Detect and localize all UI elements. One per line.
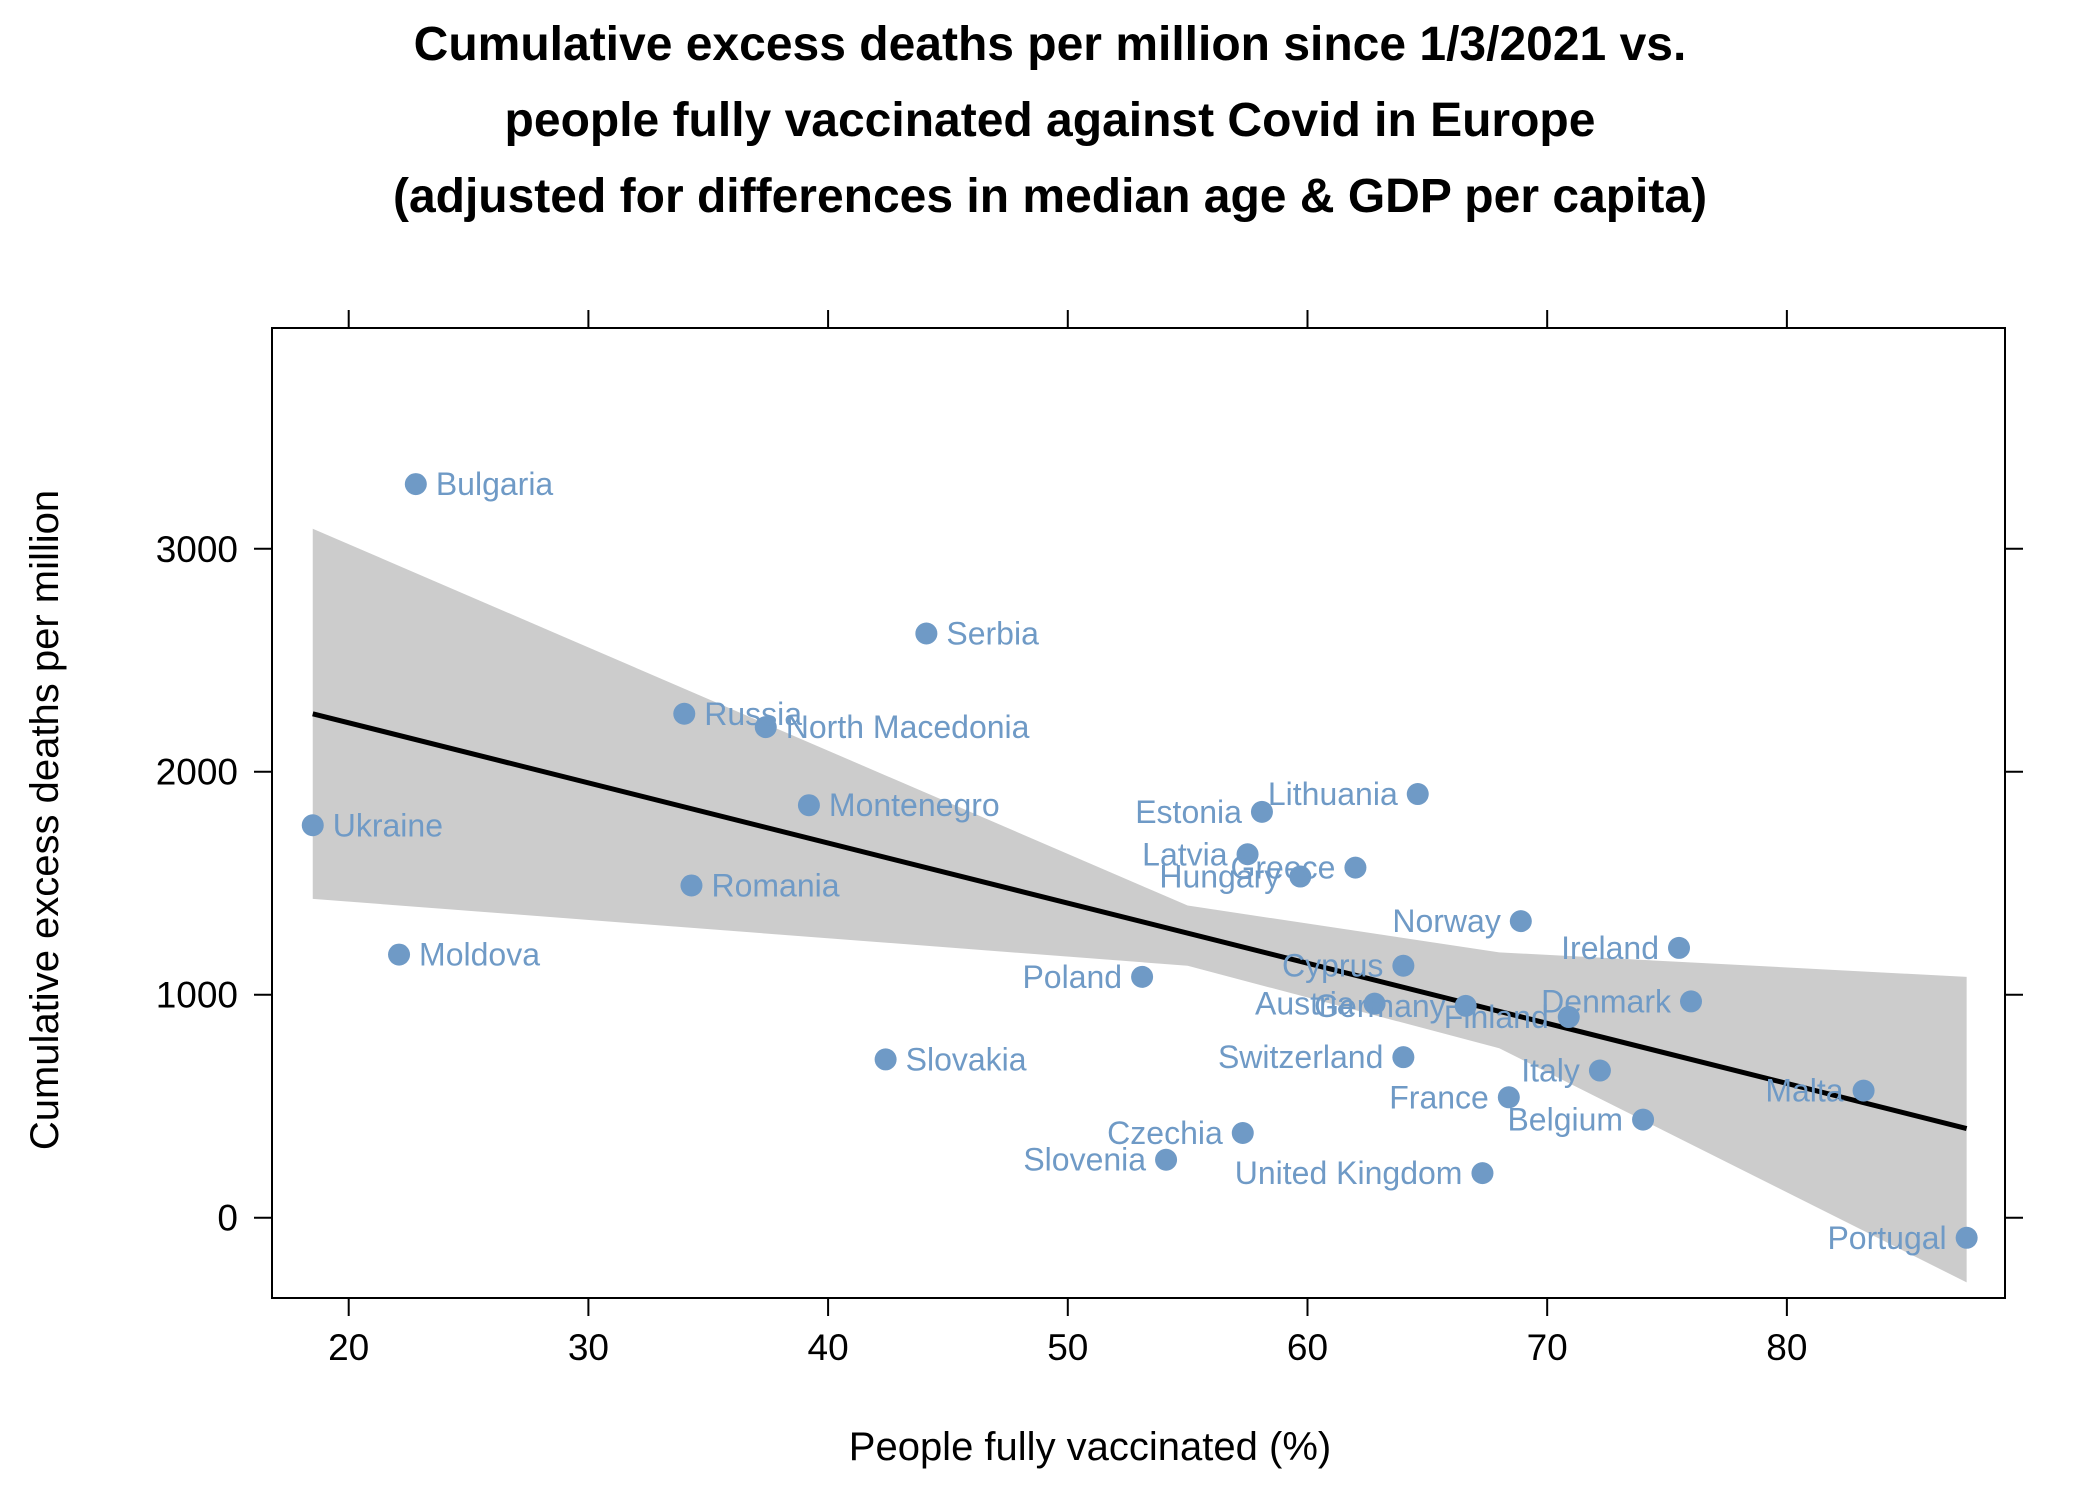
y-tick-label: 1000 — [156, 975, 238, 1016]
confidence-band — [312, 528, 1967, 1283]
point-label: Ireland — [1561, 930, 1659, 966]
data-point — [1588, 1059, 1611, 1082]
x-tick-label: 20 — [328, 1327, 369, 1368]
data-point — [1250, 800, 1273, 823]
data-point — [1392, 954, 1415, 977]
point-label: Poland — [1022, 959, 1122, 995]
point-label: Cyprus — [1282, 948, 1383, 984]
regression-line — [312, 711, 1968, 1131]
point-label: Ukraine — [333, 807, 443, 843]
x-tick-label: 40 — [808, 1327, 849, 1368]
point-label: Norway — [1392, 903, 1500, 939]
data-point — [1392, 1046, 1415, 1069]
point-label: Slovakia — [906, 1041, 1027, 1077]
y-tick-label: 0 — [217, 1198, 238, 1239]
data-point — [1155, 1148, 1178, 1171]
point-label: United Kingdom — [1235, 1155, 1463, 1191]
point-label: Latvia — [1142, 836, 1228, 872]
data-point — [1131, 965, 1154, 988]
point-label: Finland — [1444, 999, 1549, 1035]
point-label: Belgium — [1507, 1102, 1623, 1138]
x-tick-label: 80 — [1766, 1327, 1807, 1368]
point-label: Slovenia — [1023, 1142, 1146, 1178]
data-point — [1679, 990, 1702, 1013]
y-axis-label: Cumulative excess deaths per million — [23, 490, 67, 1150]
trend-line — [312, 711, 1968, 1131]
point-label: Denmark — [1541, 983, 1672, 1019]
data-point — [1363, 992, 1386, 1015]
data-point — [1406, 783, 1429, 806]
data-point — [1852, 1079, 1875, 1102]
plot-frame — [271, 327, 2006, 1299]
data-point — [1557, 1006, 1580, 1029]
data-point — [1955, 1226, 1978, 1249]
data-point — [1289, 865, 1312, 888]
chart-title-line-2: people fully vaccinated against Covid in… — [505, 94, 1596, 147]
data-point — [680, 874, 703, 897]
confidence-band-area — [312, 528, 1967, 1283]
point-label: Germany — [1314, 988, 1446, 1024]
x-tick-label: 70 — [1527, 1327, 1568, 1368]
x-tick-label: 50 — [1047, 1327, 1088, 1368]
point-label: Montenegro — [829, 787, 1000, 823]
point-label: Portugal — [1827, 1220, 1946, 1256]
data-point — [1668, 936, 1691, 959]
point-label: Austria — [1255, 986, 1355, 1022]
data-points — [301, 473, 1978, 1249]
point-label: France — [1389, 1079, 1489, 1115]
data-point — [1497, 1086, 1520, 1109]
data-point — [1344, 856, 1367, 879]
x-axis: 20 30 40 50 60 70 80 — [328, 310, 1807, 1368]
x-tick-label: 30 — [568, 1327, 609, 1368]
point-label: Lithuania — [1268, 776, 1398, 812]
data-point — [1632, 1108, 1655, 1131]
data-point — [874, 1048, 897, 1071]
data-point — [1231, 1121, 1254, 1144]
data-point — [1471, 1162, 1494, 1185]
data-point — [915, 622, 938, 645]
chart-title-line-3: (adjusted for differences in median age … — [393, 170, 1707, 223]
point-label: Czechia — [1107, 1115, 1223, 1151]
point-label: Serbia — [946, 615, 1039, 651]
point-label: Malta — [1765, 1073, 1843, 1109]
y-tick-label: 3000 — [156, 529, 238, 570]
data-point — [404, 473, 427, 496]
data-point — [1236, 843, 1259, 866]
y-tick-label: 2000 — [156, 752, 238, 793]
x-tick-label: 60 — [1287, 1327, 1328, 1368]
data-point — [754, 716, 777, 739]
point-label: Romania — [711, 867, 839, 903]
point-label: Italy — [1521, 1053, 1580, 1089]
point-label: Russia — [704, 696, 802, 732]
data-point — [797, 794, 820, 817]
data-point — [388, 943, 411, 966]
chart-title: Cumulative excess deaths per million sin… — [393, 18, 1707, 223]
data-point — [673, 702, 696, 725]
point-label: North Macedonia — [786, 709, 1030, 745]
y-axis: 0 1000 2000 3000 — [156, 529, 2023, 1239]
data-point — [301, 814, 324, 837]
point-label: Greece — [1230, 850, 1335, 886]
point-label: Estonia — [1135, 794, 1242, 830]
point-label: Bulgaria — [436, 466, 554, 502]
chart-title-line-1: Cumulative excess deaths per million sin… — [414, 18, 1687, 71]
data-point — [1509, 910, 1532, 933]
point-label: Switzerland — [1218, 1039, 1383, 1075]
data-point — [1454, 994, 1477, 1017]
point-label: Hungary — [1159, 859, 1280, 895]
x-axis-label: People fully vaccinated (%) — [849, 1425, 1331, 1469]
point-label: Moldova — [419, 937, 540, 973]
